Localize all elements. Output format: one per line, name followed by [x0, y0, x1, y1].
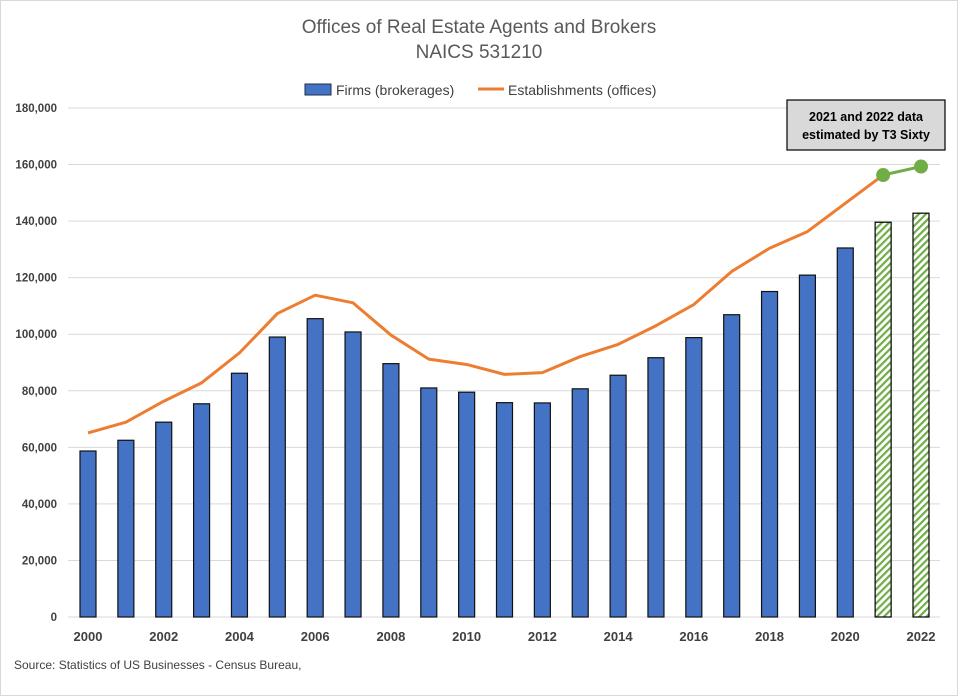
x-tick-label: 2000: [74, 629, 103, 644]
bar-firms-2002: [155, 421, 173, 618]
annotation-line-1: 2021 and 2022 data: [809, 110, 924, 124]
x-tick-label: 2008: [376, 629, 405, 644]
legend-firms: Firms (brokerages): [336, 82, 454, 98]
bar-firms-2020: [836, 247, 854, 618]
bar-firms-2014: [609, 374, 627, 618]
y-tick-label: 0: [51, 612, 57, 624]
point-establishments-estimated-2022: [914, 159, 928, 174]
bar-firms-2011: [495, 402, 514, 618]
bar-firms-2013: [571, 388, 589, 618]
y-tick-label: 20,000: [22, 555, 57, 567]
bar-firms-2018: [760, 290, 779, 618]
x-tick-label: 2002: [149, 629, 178, 644]
annotation-box: 2021 and 2022 data estimated by T3 Sixty: [786, 99, 946, 151]
bar-firms-2012: [533, 402, 551, 618]
chart-subtitle: NAICS 531210: [416, 42, 543, 63]
bar-firms-2010: [458, 391, 476, 618]
bar-firms-2006: [306, 318, 324, 618]
bar-firms-2000: [79, 450, 97, 618]
bar-firms-estimated-2021: [874, 221, 892, 618]
annotation-line-2: estimated by T3 Sixty: [802, 128, 930, 142]
legend: Firms (brokerages) Establishments (offic…: [304, 82, 656, 98]
y-tick-label: 160,000: [15, 160, 57, 172]
x-tick-label: 2010: [452, 629, 481, 644]
line-establishments: [87, 173, 885, 435]
bar-firms-2001: [117, 439, 135, 618]
y-tick-label: 80,000: [22, 386, 57, 398]
bar-firms-2003: [192, 403, 211, 618]
bar-firms-2017: [723, 314, 741, 618]
bar-firms-2005: [268, 336, 286, 618]
y-tick-label: 140,000: [15, 216, 57, 228]
chart-title: Offices of Real Estate Agents and Broker…: [302, 17, 657, 38]
x-tick-label: 2014: [604, 629, 634, 644]
y-tick-label: 100,000: [15, 329, 57, 341]
x-tick-label: 2006: [301, 629, 330, 644]
bar-firms-estimated-2022: [912, 212, 930, 618]
y-tick-label: 180,000: [15, 103, 57, 115]
legend-establishments: Establishments (offices): [508, 82, 656, 98]
x-tick-label: 2004: [225, 629, 255, 644]
source-note: Source: Statistics of US Businesses - Ce…: [14, 658, 301, 672]
bar-firms-2009: [420, 387, 438, 618]
bar-firms-2016: [685, 337, 703, 618]
point-establishments-estimated-2021: [876, 168, 891, 183]
x-tick-label: 2020: [831, 629, 860, 644]
y-tick-label: 40,000: [22, 499, 57, 511]
y-tick-label: 120,000: [15, 273, 57, 285]
bar-firms-2019: [798, 274, 817, 618]
bar-firms-2008: [382, 363, 400, 618]
x-tick-label: 2012: [528, 629, 557, 644]
bar-firms-2004: [230, 372, 249, 618]
bar-firms-2007: [344, 331, 362, 618]
y-tick-label: 60,000: [22, 442, 57, 454]
bar-firms-2015: [647, 357, 665, 618]
x-tick-label: 2018: [755, 629, 784, 644]
x-tick-label: 2022: [907, 629, 936, 644]
x-tick-label: 2016: [679, 629, 708, 644]
legend-bar-swatch: [304, 83, 332, 96]
